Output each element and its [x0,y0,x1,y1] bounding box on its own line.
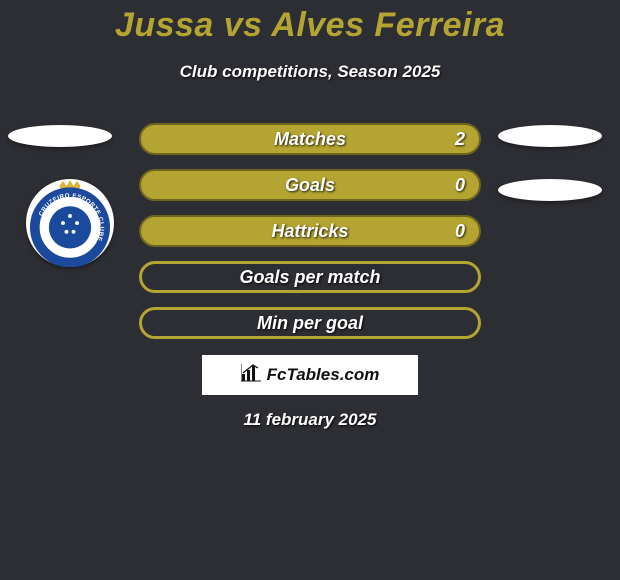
stat-bar: Matches 2 [139,123,481,155]
player-ellipse [8,125,112,147]
player-ellipse [498,125,602,147]
stat-bar: Goals per match [139,261,481,293]
brand-box: FcTables.com [202,355,418,395]
stat-bar: Min per goal [139,307,481,339]
stat-value: 2 [455,129,465,150]
stat-label: Goals per match [239,267,380,288]
stat-bar: Hattricks 0 [139,215,481,247]
stat-label: Goals [285,175,335,196]
date-label: 11 february 2025 [0,410,620,430]
stat-value: 0 [455,175,465,196]
stat-bar: Goals 0 [139,169,481,201]
stat-label: Min per goal [257,313,363,334]
club-badge-icon: CRUZEIRO ESPORTE CLUBE [26,179,114,267]
stat-value: 0 [455,221,465,242]
page-title: Jussa vs Alves Ferreira [0,6,620,45]
subtitle: Club competitions, Season 2025 [0,62,620,82]
chart-icon [241,364,261,387]
stat-label: Matches [274,129,346,150]
player-ellipse [498,179,602,201]
brand-text: FcTables.com [267,365,380,385]
stat-label: Hattricks [271,221,348,242]
